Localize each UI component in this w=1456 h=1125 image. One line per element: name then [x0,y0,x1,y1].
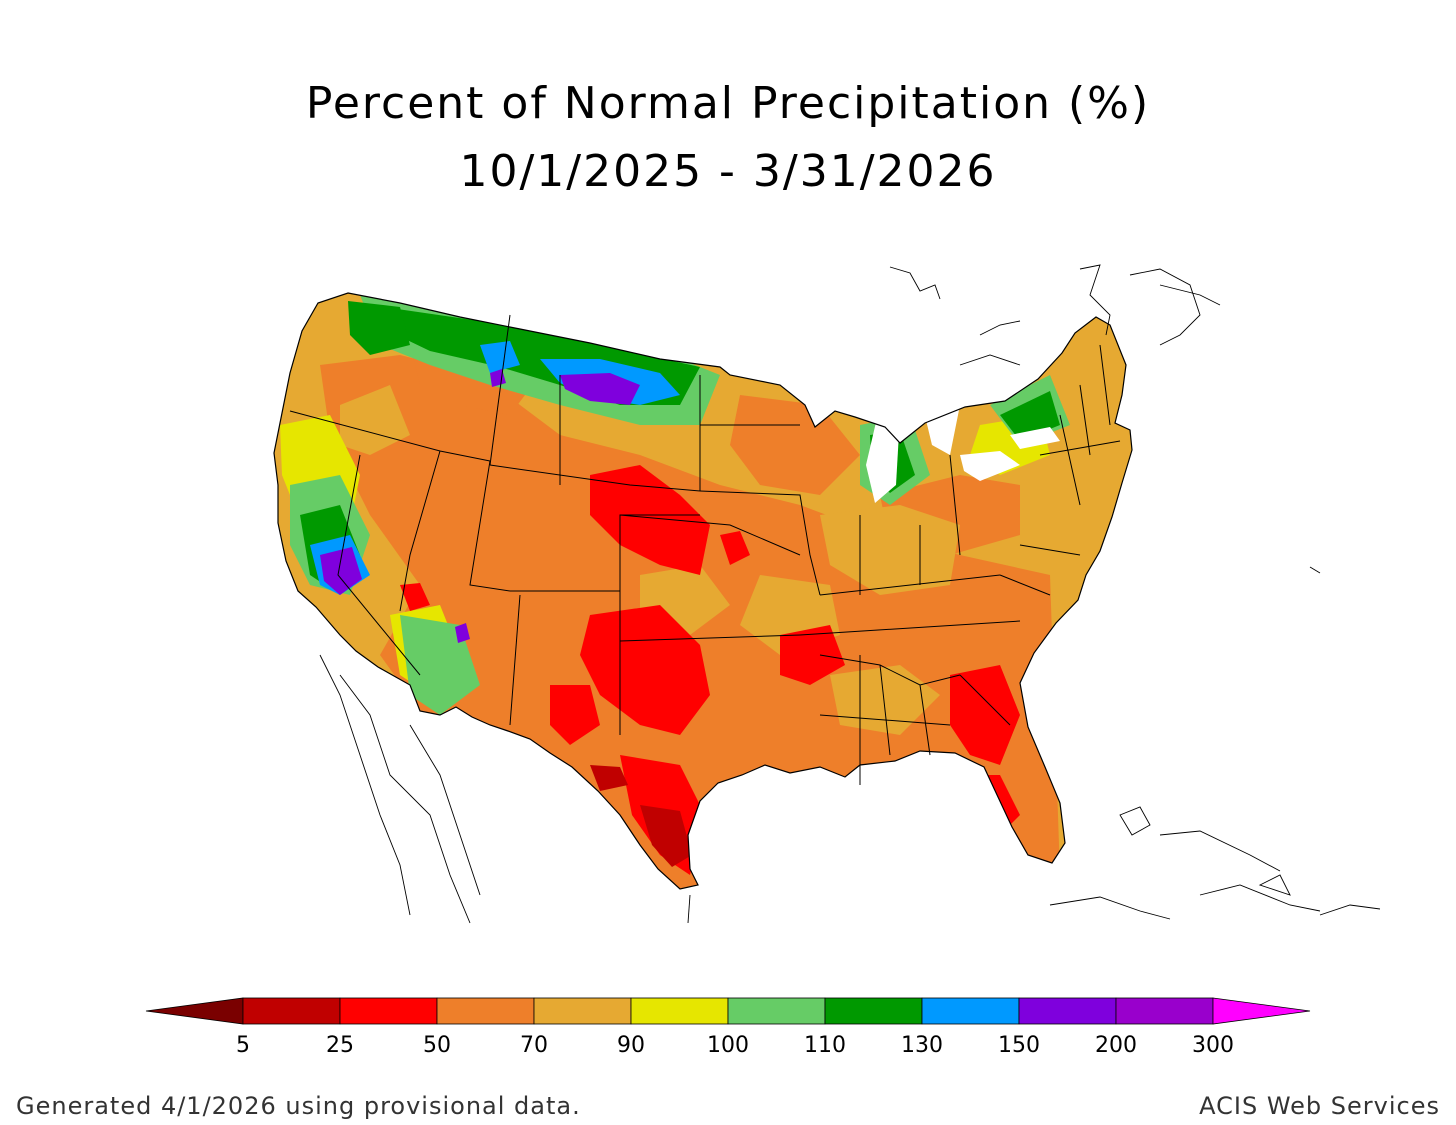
legend-swatch [727,997,826,1025]
legend-tick-label: 50 [423,1033,451,1058]
legend-tick-label: 300 [1192,1033,1234,1058]
legend-tick-label: 110 [804,1033,846,1058]
legend-tick-label: 100 [707,1033,749,1058]
legend-swatch [824,997,923,1025]
legend-swatch [533,997,632,1025]
legend-tick-labels: 5 25 50 70 90 100 110 130 150 200 300 [236,1033,1234,1058]
legend-swatch [339,997,438,1025]
legend-tick-label: 5 [236,1033,250,1058]
map-title: Percent of Normal Precipitation (%) [305,78,1151,129]
generated-note: Generated 4/1/2026 using provisional dat… [16,1092,581,1120]
precipitation-shading [280,295,1070,889]
legend-swatch [1018,997,1117,1025]
legend-swatch [630,997,729,1025]
precipitation-map [273,264,1381,924]
legend-arrow-low [145,997,244,1025]
date-range-title: 10/1/2025 - 3/31/2026 [459,146,997,197]
legend-swatch [921,997,1020,1025]
legend-tick-label: 150 [998,1033,1040,1058]
surrounding-coastlines [319,264,1381,924]
source-credit: ACIS Web Services [1199,1092,1440,1120]
legend-tick-label: 200 [1095,1033,1137,1058]
legend-swatch [1115,997,1214,1025]
legend-tick-label: 130 [901,1033,943,1058]
legend-tick-label: 25 [326,1033,354,1058]
color-scale-legend: 5 25 50 70 90 100 110 130 150 200 300 [145,997,1311,1058]
state-boundaries [289,314,1121,785]
legend-swatch [436,997,535,1025]
legend-tick-label: 90 [617,1033,645,1058]
legend-swatch [242,997,341,1025]
legend-swatches [145,997,1311,1025]
legend-tick-label: 70 [520,1033,548,1058]
legend-arrow-high [1212,997,1311,1025]
